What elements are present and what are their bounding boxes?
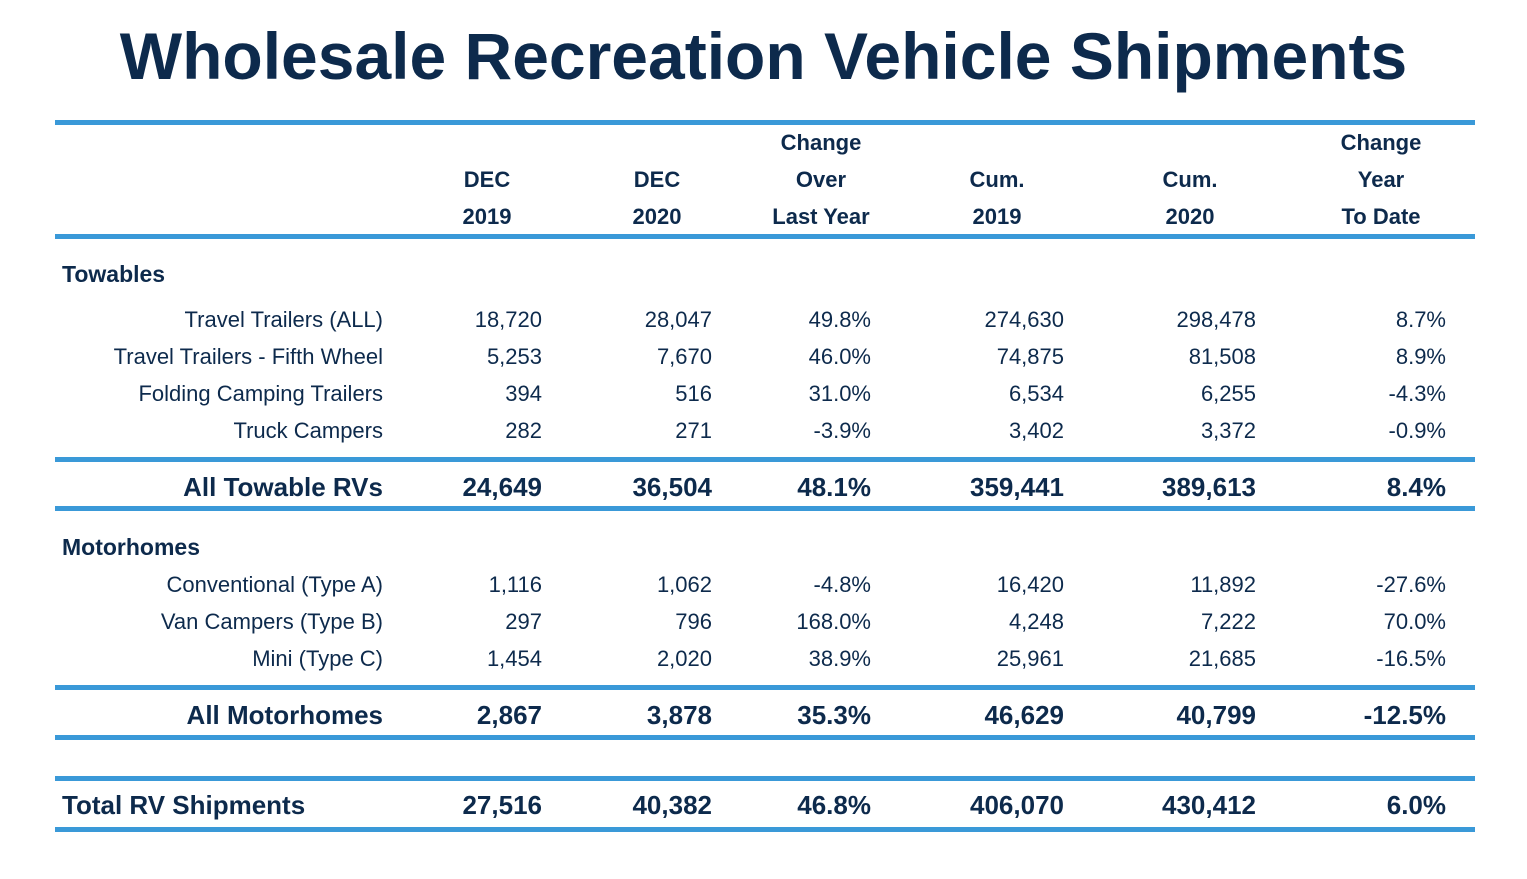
row-value: -4.8% — [813, 572, 871, 597]
grand-total-label: Total RV Shipments — [62, 790, 306, 820]
row-value: 796 — [675, 609, 712, 634]
page-title: Wholesale Recreation Vehicle Shipments — [119, 19, 1408, 93]
row-value: 394 — [505, 381, 542, 406]
section-heading-towables: Towables — [62, 261, 166, 287]
row-value: 35.3% — [797, 700, 871, 730]
row-value: -3.9% — [813, 418, 871, 443]
row-value: 271 — [675, 418, 712, 443]
row-value: 31.0% — [808, 381, 871, 406]
row-value: 46.0% — [808, 344, 871, 369]
row-value: 81,508 — [1188, 344, 1256, 369]
row-label: All Motorhomes — [186, 700, 383, 730]
row-value: 18,720 — [474, 307, 542, 332]
row-value: -4.3% — [1388, 381, 1446, 406]
grand-total-value: 6.0% — [1386, 790, 1446, 820]
row-value: 21,685 — [1188, 646, 1256, 671]
header-top-rule — [55, 120, 1475, 125]
row-value: 3,878 — [646, 700, 712, 730]
row-value: 389,613 — [1162, 472, 1256, 502]
column-header: DEC 2020 — [632, 167, 682, 229]
row-value: 11,892 — [1190, 572, 1256, 597]
row-label: Conventional (Type A) — [166, 572, 383, 597]
grand-total-value: 27,516 — [462, 790, 542, 820]
row-value: 8.7% — [1395, 307, 1446, 332]
row-value: 74,875 — [996, 344, 1064, 369]
row-label: Travel Trailers (ALL) — [184, 307, 383, 332]
row-value: 46,629 — [984, 700, 1064, 730]
row-value: 8.4% — [1386, 472, 1446, 502]
row-value: 48.1% — [797, 472, 871, 502]
row-label: Travel Trailers - Fifth Wheel — [113, 344, 383, 369]
grand-total-value: 430,412 — [1162, 790, 1256, 820]
row-value: 7,670 — [656, 344, 712, 369]
row-value: 28,047 — [644, 307, 712, 332]
section-heading-motorhomes: Motorhomes — [62, 534, 200, 560]
column-header: Change Over Last Year — [772, 130, 870, 229]
row-value: 7,222 — [1200, 609, 1256, 634]
column-header: DEC 2019 — [462, 167, 512, 229]
row-label: All Towable RVs — [183, 472, 383, 502]
row-value: 2,867 — [476, 700, 542, 730]
row-label: Truck Campers — [233, 418, 383, 443]
row-value: 168.0% — [796, 609, 871, 634]
row-value: 16,420 — [996, 572, 1064, 597]
grand-total-value: 46.8% — [797, 790, 871, 820]
grand-total-bottom-rule — [55, 827, 1475, 832]
grand-total-value: 40,382 — [632, 790, 712, 820]
row-value: 70.0% — [1383, 609, 1446, 634]
row-value: 1,454 — [486, 646, 542, 671]
column-header: Change Year To Date — [1340, 130, 1422, 229]
towables-total-bottom-rule — [55, 506, 1475, 511]
row-value: 25,961 — [996, 646, 1064, 671]
row-value: 3,402 — [1008, 418, 1064, 443]
row-value: 1,116 — [488, 572, 542, 597]
row-value: 49.8% — [808, 307, 871, 332]
row-label: Van Campers (Type B) — [160, 609, 383, 634]
row-value: 274,630 — [984, 307, 1064, 332]
row-value: 5,253 — [486, 344, 542, 369]
row-value: 6,534 — [1008, 381, 1064, 406]
row-value: 2,020 — [656, 646, 712, 671]
column-header: Cum. 2020 — [1162, 167, 1218, 229]
row-value: 36,504 — [632, 472, 712, 502]
row-value: 38.9% — [808, 646, 871, 671]
row-label: Mini (Type C) — [252, 646, 383, 671]
row-value: 516 — [675, 381, 712, 406]
motorhomes-total-bottom-rule — [55, 735, 1475, 740]
row-value: 297 — [505, 609, 542, 634]
row-value: 359,441 — [970, 472, 1064, 502]
motorhomes-total-top-rule — [55, 685, 1475, 690]
row-value: 3,372 — [1200, 418, 1256, 443]
row-value: 1,062 — [656, 572, 712, 597]
row-value: 282 — [505, 418, 542, 443]
row-value: 8.9% — [1395, 344, 1446, 369]
row-value: 4,248 — [1008, 609, 1064, 634]
row-value: 24,649 — [462, 472, 542, 502]
grand-total-top-rule — [55, 776, 1475, 781]
row-value: -16.5% — [1376, 646, 1446, 671]
row-value: 298,478 — [1176, 307, 1256, 332]
row-value: -27.6% — [1376, 572, 1446, 597]
row-value: 6,255 — [1200, 381, 1256, 406]
column-header: Cum. 2019 — [969, 167, 1025, 229]
header-bottom-rule — [55, 234, 1475, 239]
row-label: Folding Camping Trailers — [138, 381, 383, 406]
grand-total-value: 406,070 — [970, 790, 1064, 820]
row-value: -12.5% — [1363, 700, 1446, 730]
row-value: -0.9% — [1388, 418, 1446, 443]
towables-total-top-rule — [55, 457, 1475, 462]
row-value: 40,799 — [1176, 700, 1256, 730]
